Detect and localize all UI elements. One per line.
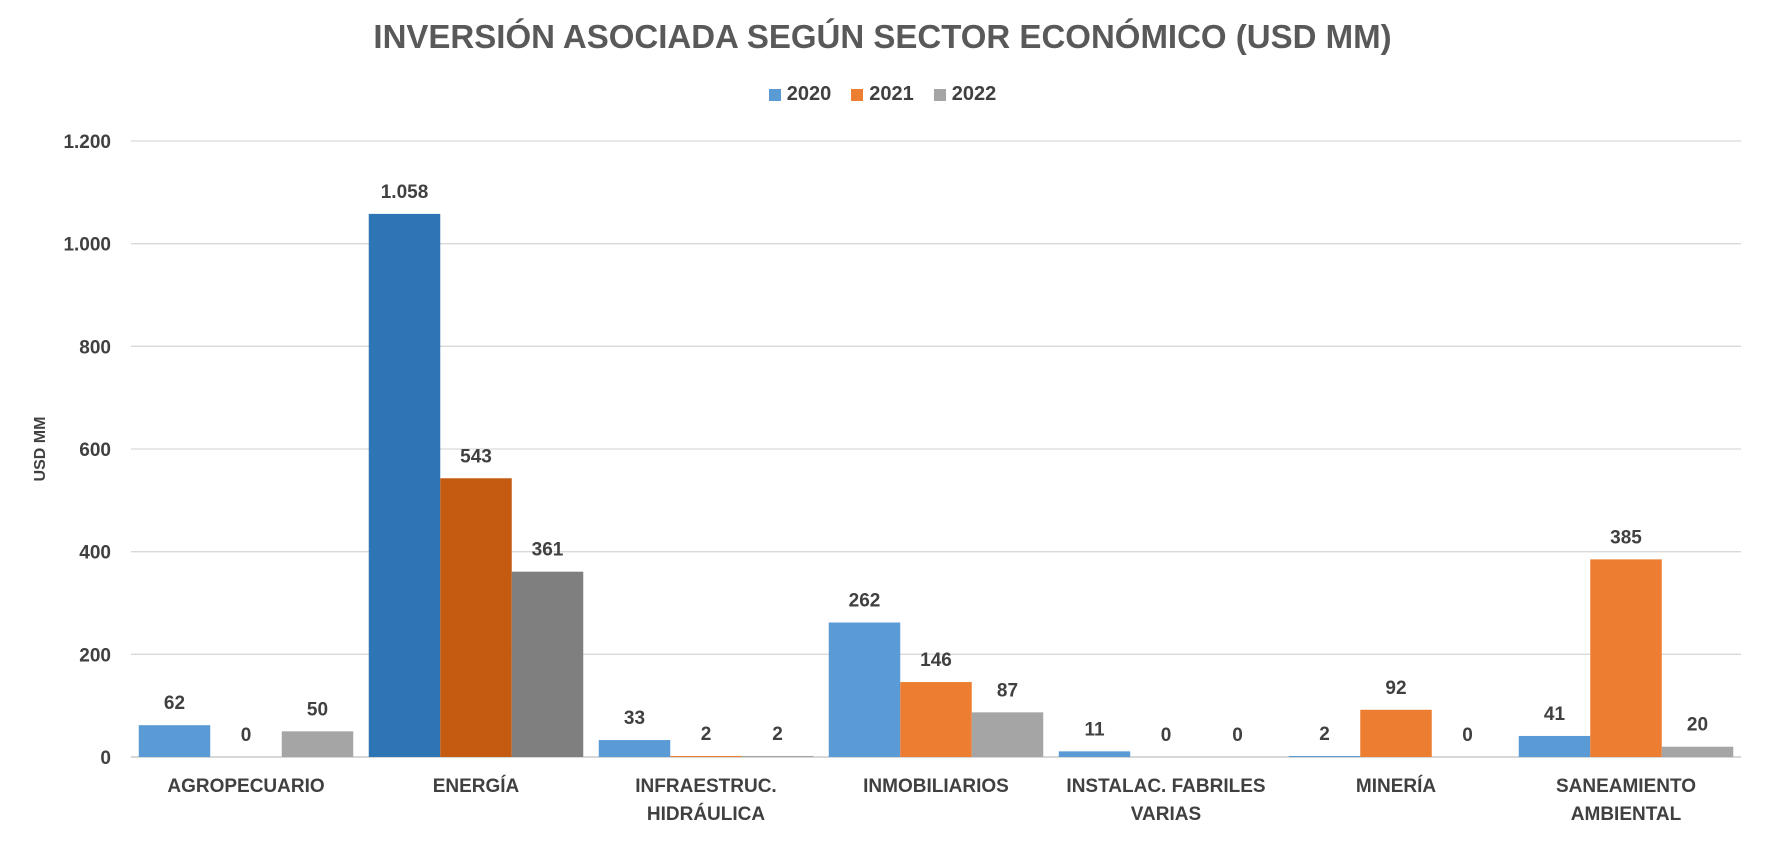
bar-2020-6: [1518, 735, 1591, 757]
y-tick-label: 200: [79, 645, 111, 666]
bar-2021-6: [1590, 559, 1662, 757]
legend-label-2022: 2022: [951, 83, 997, 105]
data-label-2020-3: 262: [849, 591, 881, 612]
y-tick-label: 600: [79, 440, 111, 461]
y-tick-label: 800: [79, 337, 111, 358]
x-tick-label: INFRAESTRUC.: [635, 776, 776, 797]
y-axis-label: USD MM: [32, 417, 49, 482]
data-label-2021-1: 543: [460, 446, 492, 467]
data-label-2020-4: 11: [1084, 719, 1105, 740]
legend-swatch-2022: [933, 88, 946, 101]
bar-2022-6: [1661, 746, 1734, 757]
x-tick-label: INSTALAC. FABRILES: [1066, 776, 1265, 797]
data-label-2020-6: 41: [1544, 704, 1566, 725]
data-label-2022-4: 0: [1232, 725, 1243, 746]
bar-2020-4: [1058, 751, 1131, 757]
x-tick-label: ENERGÍA: [433, 775, 520, 797]
y-tick-label: 1.200: [63, 132, 111, 153]
data-label-2021-5: 92: [1385, 678, 1406, 699]
data-label-2022-2: 2: [772, 724, 783, 745]
data-label-2020-2: 33: [624, 708, 645, 729]
y-tick-label: 400: [79, 543, 111, 564]
bar-2020-3: [828, 622, 901, 757]
x-tick-label: AGROPECUARIO: [167, 776, 324, 797]
x-tick-label: AMBIENTAL: [1571, 804, 1682, 825]
bar-2021-5: [1360, 709, 1432, 757]
bar-2022-3: [971, 712, 1044, 757]
legend-item-2021: 2021: [851, 83, 914, 106]
bar-2022-0: [281, 731, 354, 757]
data-label-2020-0: 62: [164, 693, 185, 714]
data-label-2021-4: 0: [1161, 725, 1172, 746]
data-label-2021-2: 2: [701, 724, 712, 745]
data-label-2022-3: 87: [997, 680, 1018, 701]
legend-item-2022: 2022: [933, 83, 997, 106]
data-label-2021-3: 146: [920, 650, 952, 671]
bar-2022-2: [741, 755, 814, 757]
data-label-2020-1: 1.058: [381, 182, 429, 203]
data-label-2022-5: 0: [1462, 725, 1473, 746]
x-tick-label: MINERÍA: [1356, 775, 1437, 797]
bar-2020-2: [598, 740, 671, 757]
data-label-2020-5: 2: [1319, 724, 1330, 745]
data-label-2022-1: 361: [532, 540, 564, 561]
x-tick-label: INMOBILIARIOS: [863, 776, 1009, 797]
x-tick-label: SANEAMIENTO: [1556, 776, 1696, 797]
data-label-2021-6: 385: [1610, 527, 1642, 548]
legend-label-2020: 2020: [786, 83, 832, 105]
bar-2021-3: [900, 682, 972, 757]
bar-2021-1: [440, 478, 512, 757]
legend-label-2021: 2021: [869, 83, 914, 105]
data-label-2022-6: 20: [1687, 715, 1708, 736]
data-label-2021-0: 0: [241, 725, 252, 746]
y-tick-label: 0: [100, 748, 111, 769]
bar-2020-1: [368, 213, 441, 758]
bar-2020-0: [138, 725, 211, 757]
data-label-2022-0: 50: [307, 699, 328, 720]
legend-swatch-2021: [851, 88, 864, 101]
bar-2022-1: [511, 571, 584, 757]
chart-title: INVERSIÓN ASOCIADA SEGÚN SECTOR ECONÓMIC…: [373, 18, 1392, 55]
legend: 2020 2021 2022: [0, 83, 1765, 106]
bar-2021-2: [670, 755, 742, 757]
y-tick-label: 1.000: [63, 235, 111, 256]
legend-swatch-2020: [768, 88, 781, 101]
bar-2020-5: [1288, 755, 1361, 757]
legend-item-2020: 2020: [768, 83, 832, 106]
x-tick-label: HIDRÁULICA: [647, 803, 765, 825]
x-tick-label: VARIAS: [1131, 804, 1201, 825]
